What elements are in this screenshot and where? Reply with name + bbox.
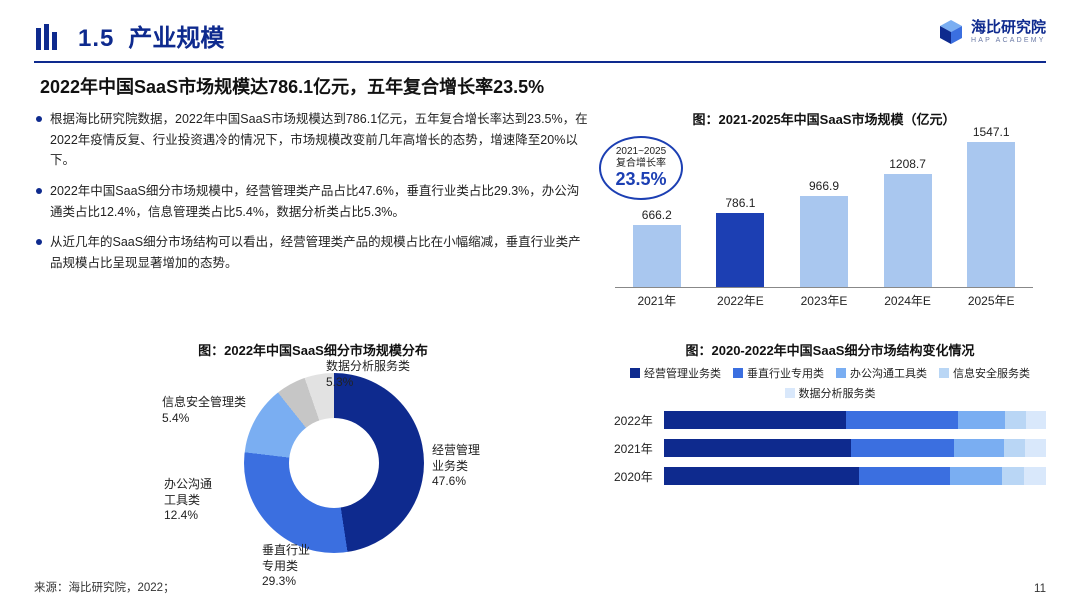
- subheading: 2022年中国SaaS市场规模达786.1亿元，五年复合增长率23.5%: [40, 73, 1046, 99]
- legend-swatch: [630, 368, 640, 378]
- bullet-text: 2022年中国SaaS细分市场规模中，经营管理类产品占比47.6%，垂直行业类占…: [50, 181, 589, 222]
- brand-block: 海比研究院 HAP ACADEMY: [937, 18, 1046, 46]
- bar-value-label: 966.9: [809, 179, 839, 193]
- donut-chart-title: 图：2022年中国SaaS细分市场规模分布: [34, 340, 592, 359]
- hstack-legend: 经营管理业务类 垂直行业专用类 办公沟通工具类 信息安全服务类数据分析服务类: [614, 365, 1046, 401]
- growth-badge-line2: 复合增长率: [616, 158, 666, 170]
- donut-slice-label: 信息安全管理类5.4%: [162, 395, 246, 426]
- hstack-year-label: 2021年: [614, 440, 664, 457]
- legend-item: 数据分析服务类: [785, 385, 876, 401]
- bar-x-label: 2022年E: [709, 292, 771, 309]
- section-number: 1.5: [78, 25, 114, 53]
- section-title: 产业规模: [128, 18, 224, 53]
- bar-x-label: 2024年E: [877, 292, 939, 309]
- bar-value-label: 666.2: [642, 208, 672, 222]
- bar-rect: [800, 196, 848, 287]
- legend-label: 经营管理业务类: [644, 365, 721, 381]
- legend-swatch: [785, 388, 795, 398]
- bar-x-label: 2025年E: [960, 292, 1022, 309]
- hstack-segment: [1024, 467, 1046, 485]
- title-rule: [34, 61, 1046, 63]
- bar-rect: [716, 213, 764, 287]
- bar-rect: [633, 225, 681, 287]
- bar-value-label: 786.1: [725, 196, 755, 210]
- hstack-chart-title: 图：2020-2022年中国SaaS细分市场结构变化情况: [614, 340, 1046, 359]
- hstack-bar: [664, 439, 1046, 457]
- legend-swatch: [836, 368, 846, 378]
- bar-column: 1547.1: [960, 125, 1022, 287]
- corner-logo-icon: [34, 22, 64, 52]
- bullet-item: 根据海比研究院数据，2022年中国SaaS市场规模达到786.1亿元，五年复合增…: [34, 109, 589, 171]
- bullet-dot-icon: [36, 188, 42, 194]
- hstack-row: 2022年: [614, 411, 1046, 429]
- bullet-item: 2022年中国SaaS细分市场规模中，经营管理类产品占比47.6%，垂直行业类占…: [34, 181, 589, 222]
- growth-badge: 2021~2025 复合增长率 23.5%: [599, 136, 683, 200]
- bar-chart: 2021~2025 复合增长率 23.5% 666.2 786.1 966.9 120…: [609, 134, 1039, 324]
- hstack-bar: [664, 411, 1046, 429]
- page-number: 11: [1034, 583, 1046, 595]
- bar-column: 1208.7: [877, 157, 939, 287]
- legend-item: 垂直行业专用类: [733, 365, 824, 381]
- bar-column: 966.9: [793, 179, 855, 287]
- brand-cube-icon: [937, 18, 965, 46]
- hstack-segment: [859, 467, 951, 485]
- hstack-segment: [664, 439, 851, 457]
- bullet-item: 从近几年的SaaS细分市场结构可以看出，经营管理类产品的规模占比在小幅缩减，垂直…: [34, 232, 589, 273]
- bullet-dot-icon: [36, 116, 42, 122]
- hstack-segment: [846, 411, 958, 429]
- bar-x-label: 2021年: [626, 292, 688, 309]
- donut-chart: 经营管理业务类47.6%垂直行业专用类29.3%办公沟通工具类12.4%信息安全…: [34, 365, 592, 575]
- donut-slice-label: 经营管理业务类47.6%: [432, 443, 480, 490]
- legend-swatch: [939, 368, 949, 378]
- bullet-text: 从近几年的SaaS细分市场结构可以看出，经营管理类产品的规模占比在小幅缩减，垂直…: [50, 232, 589, 273]
- legend-label: 办公沟通工具类: [850, 365, 927, 381]
- hstack-row: 2020年: [614, 467, 1046, 485]
- hstack-segment: [958, 411, 1005, 429]
- bar-rect: [967, 142, 1015, 287]
- hstack-year-label: 2022年: [614, 412, 664, 429]
- legend-label: 数据分析服务类: [799, 385, 876, 401]
- bullet-text: 根据海比研究院数据，2022年中国SaaS市场规模达到786.1亿元，五年复合增…: [50, 109, 589, 171]
- hstack-segment: [664, 467, 859, 485]
- hstack-segment: [1004, 439, 1025, 457]
- hstack-segment: [954, 439, 1004, 457]
- hstack-segment: [1026, 411, 1046, 429]
- hstack-segment: [1002, 467, 1024, 485]
- bar-x-label: 2023年E: [793, 292, 855, 309]
- hstack-segment: [950, 467, 1002, 485]
- bar-value-label: 1208.7: [889, 157, 926, 171]
- bar-column: 666.2: [626, 208, 688, 287]
- hstack-segment: [1025, 439, 1046, 457]
- brand-name-cn: 海比研究院: [971, 20, 1046, 35]
- donut-slice-label: 办公沟通工具类12.4%: [164, 477, 212, 524]
- title-row: 1.5 产业规模: [78, 18, 1046, 53]
- legend-item: 信息安全服务类: [939, 365, 1030, 381]
- growth-badge-line1: 2021~2025: [616, 146, 666, 158]
- hstack-row: 2021年: [614, 439, 1046, 457]
- slide: 海比研究院 HAP ACADEMY 1.5 产业规模 2022年中国SaaS市场…: [0, 0, 1080, 607]
- hstack-bar: [664, 467, 1046, 485]
- bar-value-label: 1547.1: [973, 125, 1010, 139]
- donut-slice-label: 垂直行业专用类29.3%: [262, 543, 310, 590]
- bar-rect: [884, 174, 932, 287]
- bar-column: 786.1: [709, 196, 771, 287]
- donut-slice-label: 数据分析服务类5.3%: [326, 359, 410, 390]
- legend-item: 经营管理业务类: [630, 365, 721, 381]
- hstack-segment: [1005, 411, 1026, 429]
- bullet-dot-icon: [36, 239, 42, 245]
- legend-label: 垂直行业专用类: [747, 365, 824, 381]
- growth-badge-value: 23.5%: [615, 169, 666, 190]
- hstack-chart: 2022年 2021年 2020年: [614, 411, 1046, 485]
- source-line: 来源：海比研究院，2022；: [34, 579, 175, 595]
- hstack-year-label: 2020年: [614, 468, 664, 485]
- hstack-segment: [664, 411, 846, 429]
- hstack-segment: [851, 439, 954, 457]
- legend-item: 办公沟通工具类: [836, 365, 927, 381]
- legend-swatch: [733, 368, 743, 378]
- legend-label: 信息安全服务类: [953, 365, 1030, 381]
- bullet-list: 根据海比研究院数据，2022年中国SaaS市场规模达到786.1亿元，五年复合增…: [34, 109, 589, 273]
- brand-name-en: HAP ACADEMY: [971, 37, 1046, 44]
